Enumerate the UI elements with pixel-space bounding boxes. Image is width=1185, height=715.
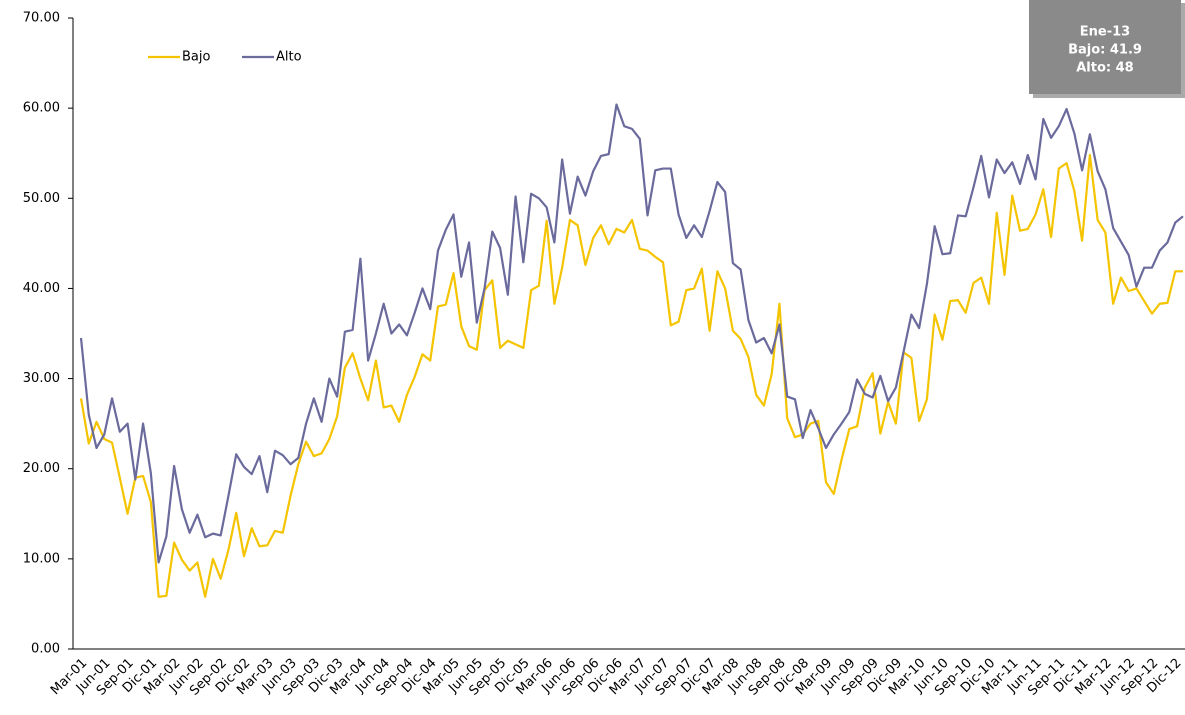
tooltip-line: Alto: 48: [1076, 61, 1133, 76]
y-tick-label: 50.00: [23, 191, 60, 206]
y-tick-label: 40.00: [23, 281, 60, 296]
y-tick-label: 60.00: [23, 101, 60, 116]
tooltip-line: Bajo: 41.9: [1068, 43, 1142, 58]
y-tick-label: 0.00: [31, 642, 60, 657]
tooltip: Ene-13 Bajo: 41.9 Alto: 48: [1029, 0, 1185, 98]
series-line: [79, 103, 1184, 564]
tooltip-title: Ene-13: [1080, 25, 1130, 40]
y-tick-label: 70.00: [23, 11, 60, 26]
y-tick-label: 10.00: [23, 551, 60, 566]
series-line: [79, 153, 1183, 598]
y-tick-label: 20.00: [23, 461, 60, 476]
y-tick-label: 30.00: [23, 371, 60, 386]
legend-label: Alto: [276, 50, 302, 65]
tooltip-box: [1029, 0, 1181, 94]
legend-label: Bajo: [182, 50, 210, 65]
